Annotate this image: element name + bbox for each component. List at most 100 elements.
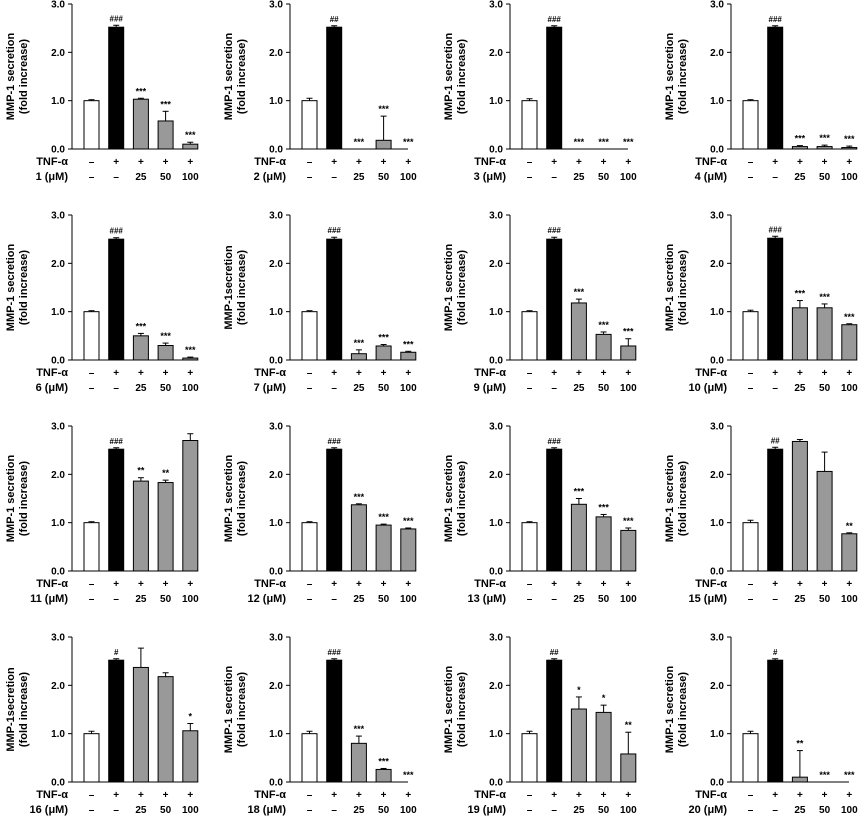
tnf-row-value: +: [163, 368, 169, 379]
bar: [400, 528, 417, 572]
tnf-row-value: +: [625, 579, 631, 590]
tnf-row-value: +: [356, 368, 362, 379]
bar: [546, 26, 563, 150]
y-tick-label: 1.0: [51, 96, 65, 107]
y-axis-label-line: (fold increase): [236, 39, 248, 115]
bar: [570, 708, 587, 783]
y-axis-label-line: (fold increase): [677, 250, 689, 326]
chart-panel: MMP-1 secretion(fold increase) 0.0 1.0 2.0 3…: [443, 0, 637, 183]
significance-label: *: [577, 685, 581, 695]
y-tick-label: 2.0: [269, 48, 283, 59]
y-tick-label: 3.0: [51, 633, 65, 644]
y-tick-label: 3.0: [269, 0, 283, 11]
y-axis-label-line: MMP-1 secretion: [664, 33, 676, 121]
y-axis-label-line: (fold increase): [18, 250, 30, 326]
chart-panel: MMP-1 secretion(fold increase) 0.0 1.0 2.0 3…: [5, 211, 199, 395]
concentration-value: 25: [573, 172, 585, 183]
tnf-row-label: TNF-α: [36, 367, 68, 379]
concentration-value: –: [307, 594, 313, 605]
significance-label: **: [846, 521, 854, 531]
tnf-row-label: TNF-α: [474, 789, 506, 801]
compound-label: 20 (μM): [688, 804, 727, 816]
bar: [521, 100, 538, 150]
concentration-value: 25: [794, 594, 806, 605]
bar: [521, 311, 538, 361]
y-tick-label: 1.0: [269, 729, 283, 740]
significance-label: ***: [795, 134, 806, 144]
tnf-row-value: +: [187, 579, 193, 590]
significance-label: ***: [185, 130, 196, 140]
y-tick-label: 2.0: [489, 681, 503, 692]
tnf-row-label: TNF-α: [695, 789, 727, 801]
bar: [83, 522, 100, 572]
significance-label: ##: [550, 648, 559, 657]
significance-label: ***: [819, 770, 830, 780]
tnf-row-value: +: [405, 790, 411, 801]
concentration-value: –: [89, 383, 95, 394]
concentration-value: –: [331, 805, 337, 816]
bar: [791, 307, 808, 361]
tnf-row-value: +: [822, 157, 828, 168]
tnf-row-value: +: [846, 368, 852, 379]
bar: [301, 100, 318, 150]
y-axis-label-line: (fold increase): [18, 39, 30, 115]
y-axis-label-line: MMP-1secretion: [223, 245, 235, 330]
y-tick-label: 1.0: [489, 729, 503, 740]
compound-label: 3 (μM): [474, 171, 507, 183]
y-axis-label: MMP-1 secretion(fold increase): [664, 33, 689, 121]
chart-panel: MMP-1 secretion(fold increase) 0.0 1.0 2.0 3…: [5, 422, 199, 606]
y-tick-label: 0.0: [269, 567, 283, 578]
bar: [375, 524, 392, 572]
tnf-row-value: +: [576, 157, 582, 168]
y-axis-label: MMP-1 secretion(fold increase): [443, 666, 468, 754]
y-axis-label-line: MMP-1 secretion: [443, 666, 455, 754]
significance-label: ***: [844, 134, 855, 144]
compound-label: 6 (μM): [36, 382, 69, 394]
bar: [132, 480, 149, 572]
concentration-value: –: [113, 172, 119, 183]
bar: [350, 742, 367, 783]
chart-panel: MMP-1 secretion(fold increase) 0.0 1.0 2.0 3…: [443, 633, 637, 817]
chart-panel: MMP-1 secretion(fold increase) 0.0 1.0 2.0 3…: [443, 211, 637, 395]
significance-label: ***: [574, 287, 585, 297]
y-tick-label: 3.0: [489, 633, 503, 644]
y-tick-label: 2.0: [489, 259, 503, 270]
compound-label: 1 (μM): [36, 171, 69, 183]
compound-label: 10 (μM): [688, 382, 727, 394]
bar: [791, 440, 808, 572]
tnf-row-value: –: [748, 368, 754, 379]
y-axis-label-line: (fold increase): [456, 672, 468, 748]
concentration-value: –: [89, 172, 95, 183]
chart-panel: MMP-1 secretion(fold increase) 0.0 1.0 2.0 3…: [223, 0, 417, 183]
tnf-row-label: TNF-α: [695, 156, 727, 168]
y-tick-label: 3.0: [269, 633, 283, 644]
tnf-row-value: +: [797, 157, 803, 168]
y-tick-label: 1.0: [489, 96, 503, 107]
concentration-value: 100: [841, 383, 858, 394]
bar: [521, 733, 538, 783]
bar: [350, 353, 367, 361]
concentration-value: –: [772, 172, 778, 183]
tnf-row-value: –: [527, 579, 533, 590]
bar: [375, 345, 392, 361]
y-axis-label-line: MMP-1 secretion: [223, 455, 235, 543]
bar: [742, 733, 759, 783]
tnf-row-value: +: [822, 368, 828, 379]
concentration-value: –: [307, 805, 313, 816]
y-axis-label-line: (fold increase): [677, 672, 689, 748]
concentration-value: –: [748, 594, 754, 605]
bar: [182, 357, 199, 361]
significance-label: ***: [623, 327, 634, 337]
y-tick-label: 3.0: [489, 211, 503, 222]
concentration-value: 100: [620, 594, 637, 605]
compound-label: 9 (μM): [474, 382, 507, 394]
tnf-row-value: +: [405, 368, 411, 379]
tnf-row-value: +: [187, 790, 193, 801]
significance-label: ***: [160, 99, 171, 109]
tnf-row-label: TNF-α: [254, 156, 286, 168]
y-axis-label-line: MMP-1 secretion: [223, 33, 235, 121]
bar: [326, 659, 343, 783]
bar: [301, 522, 318, 572]
y-tick-label: 0.0: [489, 356, 503, 367]
y-axis-label-line: MMP-1 secretion: [664, 455, 676, 543]
